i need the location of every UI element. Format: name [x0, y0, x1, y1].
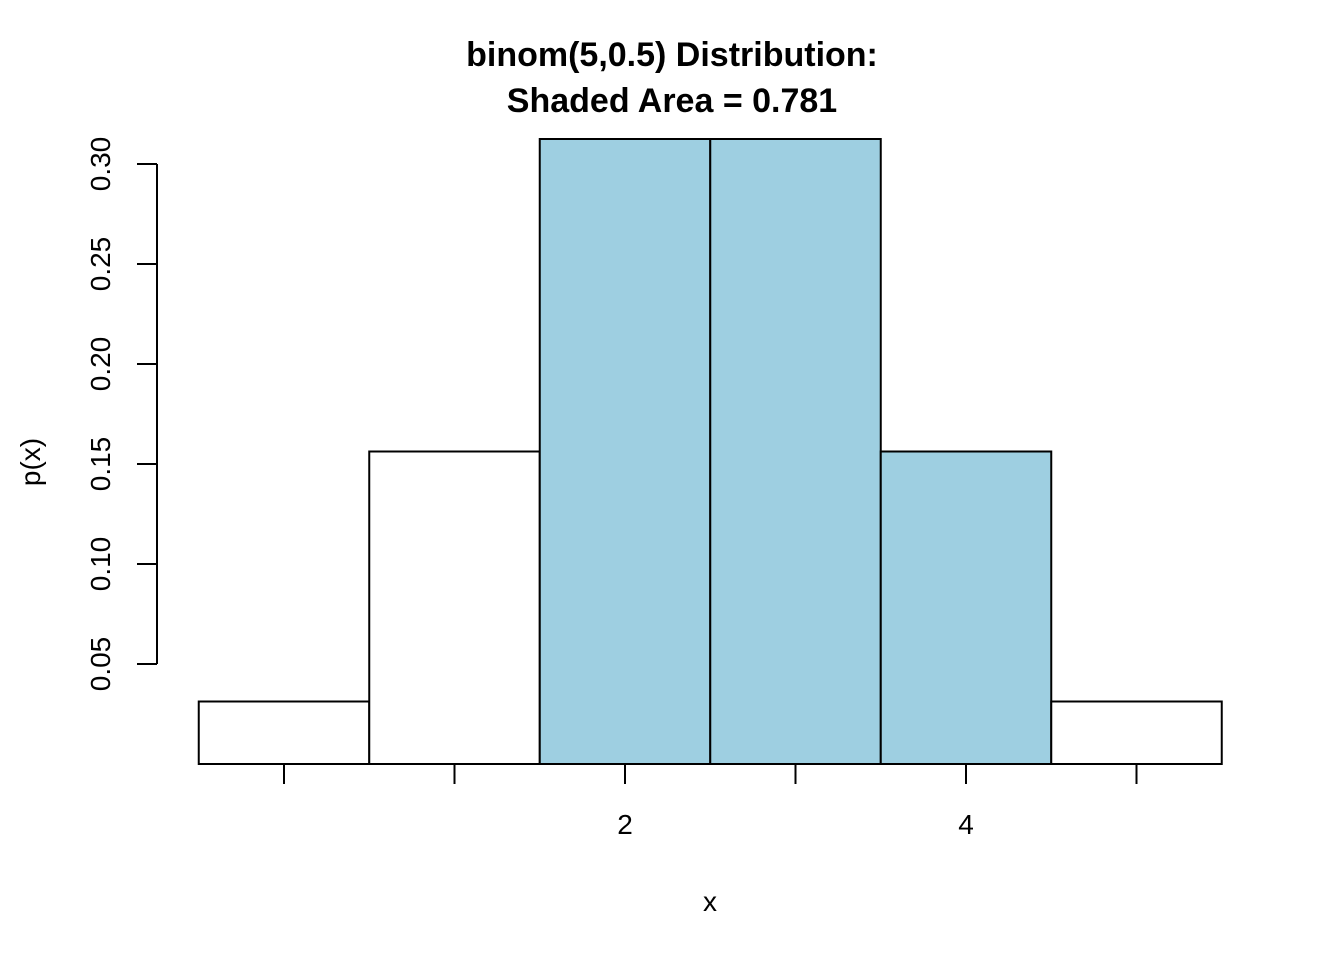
- y-tick-label-0.10: 0.10: [85, 537, 116, 592]
- bar-x-5: [1050, 700, 1223, 765]
- y-tick-label-0.15: 0.15: [85, 437, 116, 492]
- chart-title-line-2: Shaded Area = 0.781: [506, 82, 838, 120]
- chart-title-line-1: binom(5,0.5) Distribution:: [466, 36, 878, 74]
- y-tick-label-0.30: 0.30: [85, 137, 116, 192]
- y-tick-label-0.20: 0.20: [85, 337, 116, 392]
- bar-x-1: [368, 450, 541, 765]
- y-axis: 0.05 0.10 0.15 0.20 0.25 0.30: [85, 137, 158, 692]
- y-axis-label: p(x): [15, 438, 46, 486]
- y-tick-label-0.25: 0.25: [85, 237, 116, 292]
- bar-x-3: [709, 138, 882, 765]
- bar-x-4: [879, 450, 1053, 765]
- x-axis-label: x: [703, 886, 717, 917]
- y-tick-label-0.05: 0.05: [85, 637, 116, 692]
- bar-x-2: [538, 138, 712, 765]
- bars-group: [197, 138, 1223, 765]
- bar-x-0: [197, 700, 371, 765]
- x-tick-label-4: 4: [958, 809, 974, 840]
- x-tick-label-2: 2: [617, 809, 633, 840]
